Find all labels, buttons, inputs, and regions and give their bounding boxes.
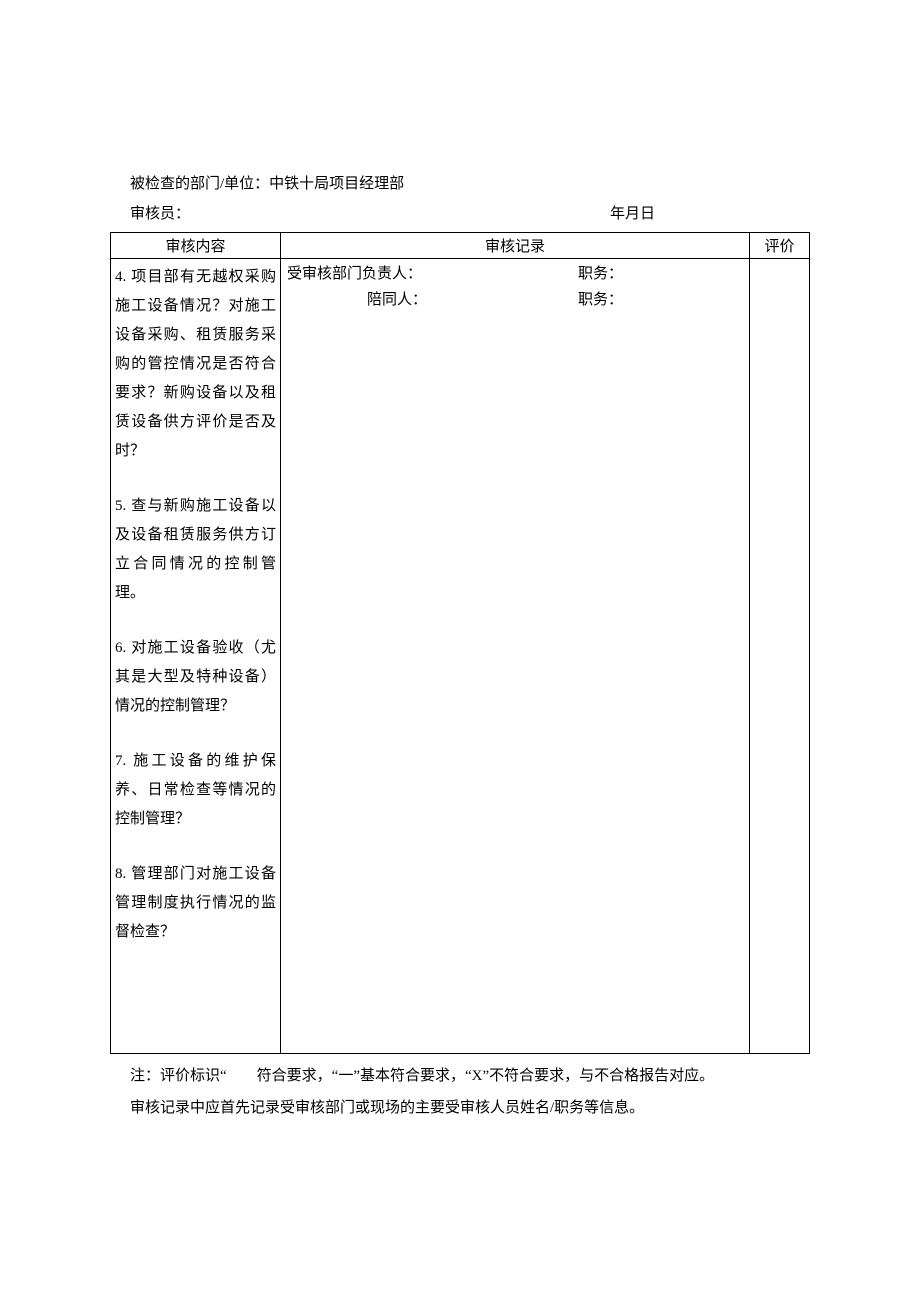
position-label: 职务：: [578, 287, 623, 313]
audit-table: 审核内容 审核记录 评价 4. 项目部有无越权采购施工设备情况？对施工设备采购、…: [110, 232, 810, 1054]
notes-line-2: 审核记录中应首先记录受审核部门或现场的主要受审核人员姓名/职务等信息。: [130, 1094, 810, 1122]
auditor-date-line: 审核员： 年月日: [130, 200, 810, 228]
department-line: 被检查的部门/单位：中铁十局项目经理部: [130, 170, 810, 198]
audit-record-cell: 受审核部门负责人： 职务： 陪同人： 职务：: [281, 259, 750, 1054]
accompany-label: 陪同人：: [367, 287, 427, 313]
col-header-eval: 评价: [750, 233, 810, 259]
col-header-record: 审核记录: [281, 233, 750, 259]
table-body-row: 4. 项目部有无越权采购施工设备情况？对施工设备采购、租赁服务采购的管控情况是否…: [111, 259, 810, 1054]
notes-block: 注：评价标识“ 符合要求，“一”基本符合要求，“X”不符合要求，与不合格报告对应…: [130, 1062, 810, 1122]
audit-item: 7. 施工设备的维护保养、日常检查等情况的控制管理？: [115, 747, 276, 834]
audit-item: 5. 查与新购施工设备以及设备租赁服务供方订立合同情况的控制管理。: [115, 492, 276, 608]
document-page: 被检查的部门/单位：中铁十局项目经理部 审核员： 年月日 审核内容 审核记录 评…: [0, 0, 920, 1301]
audit-content-cell: 4. 项目部有无越权采购施工设备情况？对施工设备采购、租赁服务采购的管控情况是否…: [111, 259, 281, 1054]
record-responsible-row: 受审核部门负责人： 职务：: [287, 261, 743, 287]
audit-item: 4. 项目部有无越权采购施工设备情况？对施工设备采购、租赁服务采购的管控情况是否…: [115, 263, 276, 466]
record-accompany-row: 陪同人： 职务：: [287, 287, 743, 313]
col-header-content: 审核内容: [111, 233, 281, 259]
table-header-row: 审核内容 审核记录 评价: [111, 233, 810, 259]
audit-eval-cell: [750, 259, 810, 1054]
position-label: 职务：: [578, 261, 623, 287]
responsible-label: 受审核部门负责人：: [287, 261, 422, 287]
audit-item: 8. 管理部门对施工设备管理制度执行情况的监督检查？: [115, 860, 276, 947]
auditor-label: 审核员：: [130, 200, 610, 228]
date-label: 年月日: [610, 200, 810, 228]
audit-item: 6. 对施工设备验收（尤其是大型及特种设备）情况的控制管理？: [115, 634, 276, 721]
notes-line-1: 注：评价标识“ 符合要求，“一”基本符合要求，“X”不符合要求，与不合格报告对应…: [130, 1062, 810, 1090]
